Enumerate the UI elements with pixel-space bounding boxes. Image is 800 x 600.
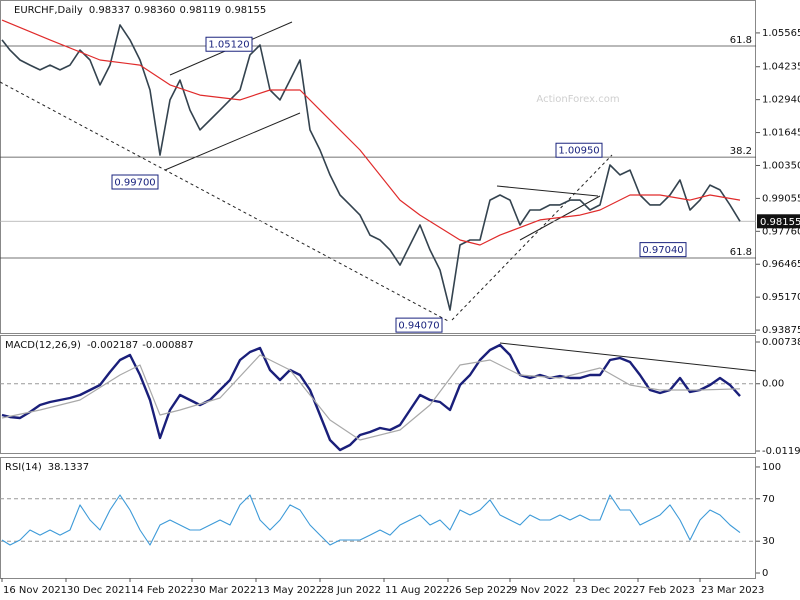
x-tick-label: 28 Jun 2022 xyxy=(321,585,381,596)
x-tick-label: 23 Mar 2023 xyxy=(701,585,764,596)
y-tick-label: 0.00 xyxy=(762,379,784,390)
plot-layer: 1.05565 1.04235 1.02940 1.01645 1.00350 0.990… xyxy=(0,5,800,596)
header-value: -0.002187 xyxy=(87,340,138,351)
y-tick-label: 1.04235 xyxy=(762,62,800,73)
trend-line xyxy=(451,154,613,321)
header-value: 0.98360 xyxy=(134,5,175,16)
channel-line xyxy=(164,112,301,171)
x-tick-label: 14 Feb 2022 xyxy=(131,585,193,596)
price-panel xyxy=(0,0,756,334)
last-price-label: 0.98155 xyxy=(760,217,800,228)
x-tick-label: 7 Feb 2023 xyxy=(639,585,695,596)
macd-panel xyxy=(0,335,756,454)
series-line xyxy=(1,19,741,246)
y-tick-label: 0.95170 xyxy=(762,292,800,303)
y-tick-label: 0.007384 xyxy=(762,337,800,348)
x-tick-label: 16 Nov 2021 xyxy=(3,585,67,596)
y-tick-label: 1.01645 xyxy=(762,128,800,139)
y-tick-label: 1.00350 xyxy=(762,160,800,171)
series-line xyxy=(1,494,741,546)
header-value: 0.98119 xyxy=(180,5,221,16)
annotation-label: 0.97040 xyxy=(642,245,683,256)
y-tick-label: 0.97760 xyxy=(762,226,800,237)
x-tick-label: 30 Dec 2021 xyxy=(67,585,131,596)
annotation-box xyxy=(205,36,253,52)
annotation-label: 0.94070 xyxy=(398,321,439,332)
annotation-box xyxy=(111,174,159,190)
header-value: -0.000887 xyxy=(142,340,193,351)
y-tick-label: 0.93875 xyxy=(762,325,800,336)
x-tick-label: 13 May 2022 xyxy=(257,585,322,596)
panel-title: RSI(14) xyxy=(5,462,42,473)
watermark: ActionForex.com xyxy=(536,94,619,105)
x-tick-label: 9 Nov 2022 xyxy=(511,585,569,596)
annotation-label: 1.05120 xyxy=(208,40,249,51)
panel-title: EURCHF,Daily xyxy=(14,5,83,16)
series-line xyxy=(1,343,741,452)
x-tick-label: 23 Dec 2022 xyxy=(575,585,639,596)
fib-level-label: 38.2 xyxy=(730,146,752,157)
macd-trend-line xyxy=(499,342,757,372)
trend-line xyxy=(0,81,451,323)
series-line xyxy=(1,24,741,311)
header-value: 38.1337 xyxy=(48,462,89,473)
y-tick-label: 0.96465 xyxy=(762,259,800,270)
y-tick-label: 1.05565 xyxy=(762,28,800,39)
annotation-box xyxy=(639,242,687,258)
header-value: 0.98337 xyxy=(89,5,130,16)
fib-level-label: 61.8 xyxy=(730,247,752,258)
x-tick-label: 30 Mar 2022 xyxy=(193,585,256,596)
annotation-label: 1.00950 xyxy=(558,146,599,157)
x-tick-label: 11 Aug 2022 xyxy=(385,585,449,596)
y-tick-label: -0.0119 xyxy=(762,446,800,457)
y-tick-label: 0 xyxy=(762,568,768,579)
rsi-panel xyxy=(0,457,756,579)
annotation-box xyxy=(555,142,603,158)
panel-title: MACD(12,26,9) xyxy=(5,340,81,351)
y-tick-label: 1.02940 xyxy=(762,95,800,106)
fib-level-label: 61.8 xyxy=(730,35,752,46)
panel-header: MACD(12,26,9) -0.002187 -0.000887 xyxy=(5,340,194,351)
panel-header: RSI(14) 38.1337 xyxy=(5,462,89,473)
header-value: 0.98155 xyxy=(225,5,266,16)
series-line xyxy=(1,354,741,441)
x-tick-label: 26 Sep 2022 xyxy=(449,585,512,596)
y-tick-label: 70 xyxy=(762,494,775,505)
last-price-box xyxy=(757,214,800,229)
annotation-label: 0.99700 xyxy=(114,178,155,189)
y-tick-label: 0.99055 xyxy=(762,193,800,204)
triangle-line xyxy=(496,185,599,197)
y-tick-label: 100 xyxy=(762,462,781,473)
annotation-box xyxy=(395,317,443,333)
panel-header: EURCHF,Daily 0.98337 0.98360 0.98119 0.98155 xyxy=(14,5,266,16)
y-tick-label: 30 xyxy=(762,536,775,547)
